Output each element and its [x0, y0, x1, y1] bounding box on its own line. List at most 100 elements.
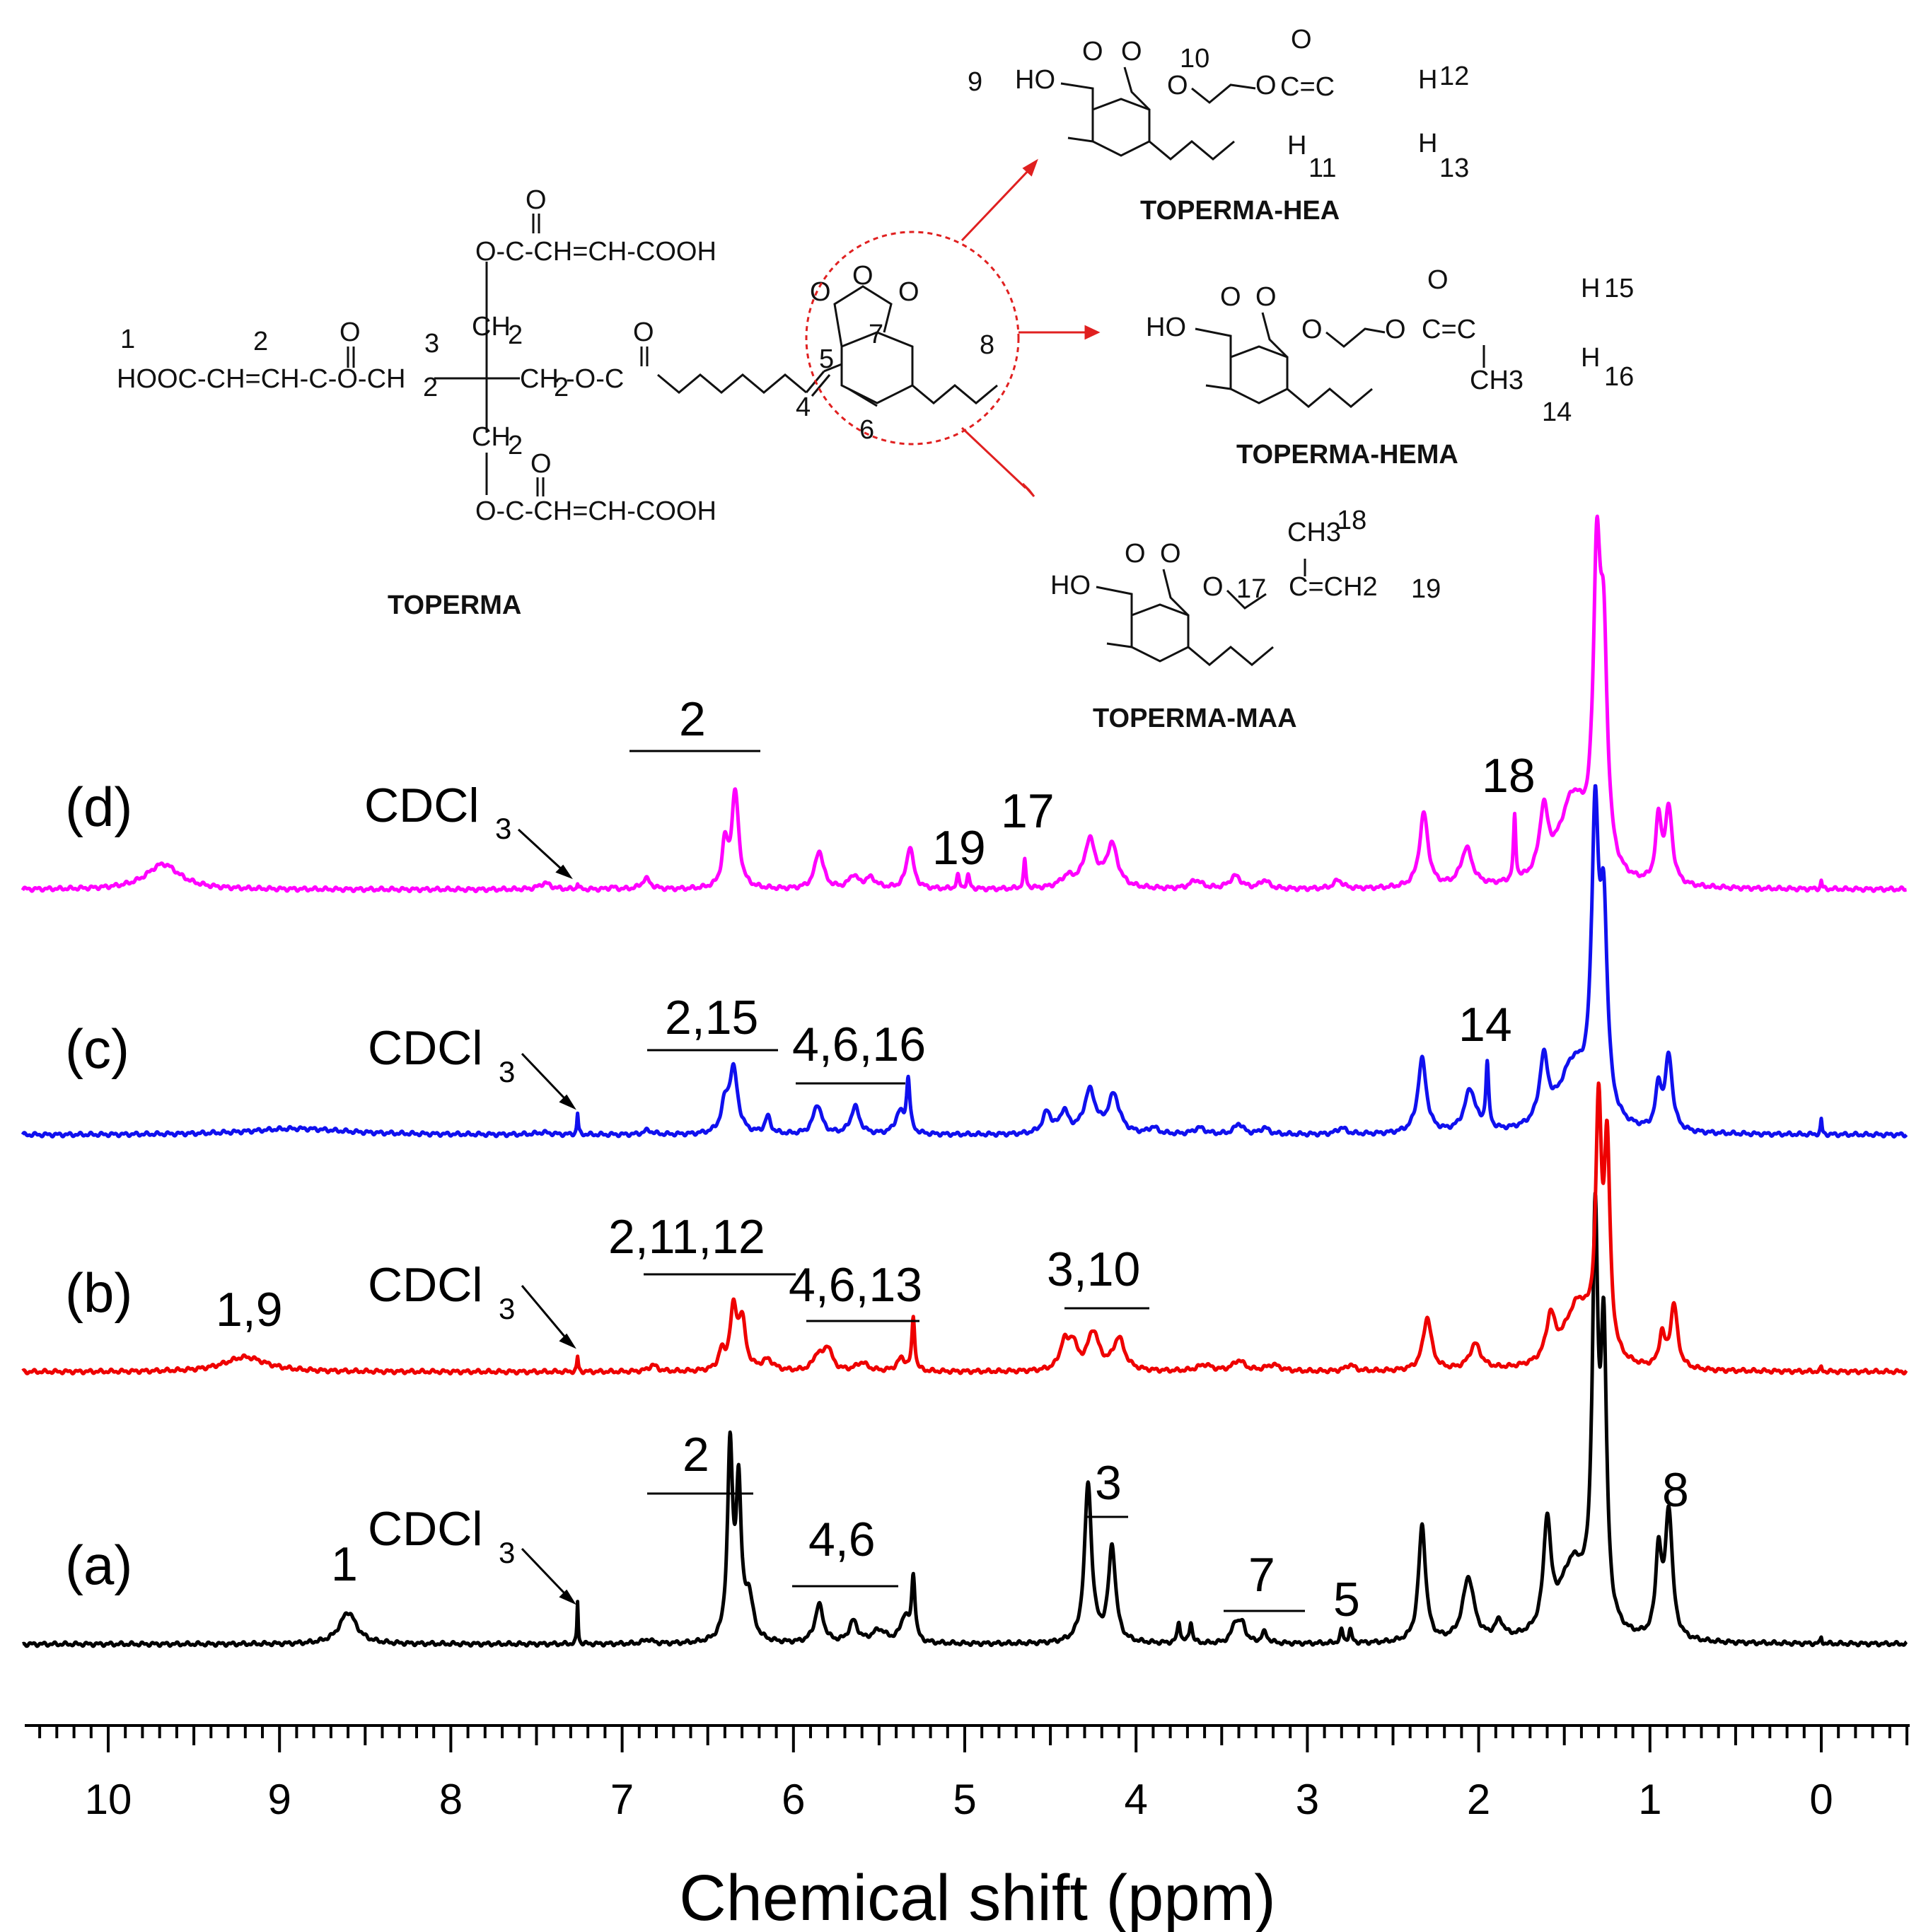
label-c-cdcl3: CDCl: [368, 1021, 482, 1075]
x-tick-label: 8: [439, 1776, 463, 1823]
ch2-top: CH: [472, 312, 511, 342]
o: O: [1301, 315, 1323, 344]
spectrum-line-c: [21, 784, 1908, 1139]
subscript: 2: [508, 320, 523, 350]
label-a-5: 5: [1333, 1573, 1360, 1627]
label-a-4-6: 4,6: [808, 1513, 876, 1566]
label-d-cdcl3-sub: 3: [495, 812, 511, 845]
label-d-cdcl3: CDCl: [364, 779, 479, 832]
position-19: 19: [1411, 574, 1441, 604]
reaction-scheme: HOOC-CH=CH-C-O-CH 2 O CH 2 -O-C O CH 2 O…: [117, 25, 1634, 733]
x-tick-label: 10: [85, 1776, 132, 1823]
methyl: CH3: [1287, 518, 1341, 547]
ring-o: O: [852, 261, 874, 291]
label-c-cdcl3-sub: 3: [499, 1055, 515, 1088]
x-tick-label: 3: [1296, 1776, 1319, 1823]
label-b-cdcl3-sub: 3: [499, 1292, 515, 1325]
position-12: 12: [1439, 62, 1469, 91]
panel-labels: (d) (c) (b) (a): [65, 776, 132, 1596]
subscript: 2: [554, 373, 569, 402]
h: H: [1287, 131, 1306, 161]
ch2-bottom: CH: [472, 422, 511, 452]
toperma-maa-structure: HO O O O CH3 C=CH2 18 17 19 TOPERMA-MAA: [1050, 506, 1441, 733]
reaction-site-circle: [805, 231, 1020, 446]
spectrum-line-d: [21, 514, 1908, 894]
x-tick-label: 6: [782, 1776, 805, 1823]
label-a-cdcl3-sub: 3: [499, 1536, 515, 1569]
o: O: [1385, 315, 1406, 344]
position-15: 15: [1604, 274, 1634, 303]
toperma-structure: HOOC-CH=CH-C-O-CH 2 O CH 2 -O-C O CH 2 O…: [117, 185, 1020, 620]
carbonyl-o: O: [633, 318, 654, 347]
toperma-hema-structure: HO O O O O O C=C H H CH3 15 16 14 TOPERM…: [1146, 265, 1634, 470]
o: O: [1220, 282, 1241, 312]
ester-link: -O-C: [566, 364, 624, 394]
h: H: [1581, 274, 1600, 303]
label-a-1: 1: [331, 1537, 358, 1591]
label-a-8: 8: [1662, 1463, 1689, 1517]
panel-label-b: (b): [65, 1262, 132, 1324]
subscript: 2: [508, 431, 523, 460]
o: O: [1291, 25, 1312, 54]
label-a-3: 3: [1095, 1456, 1122, 1510]
position-3: 3: [424, 329, 439, 359]
position-2: 2: [253, 327, 268, 356]
h: H: [1418, 65, 1437, 95]
hydroxyl: HO: [1146, 313, 1186, 342]
position-13: 13: [1439, 153, 1469, 183]
x-axis: 10 9 8 7 6 5 4 3 2 1 0: [25, 1724, 1910, 1823]
label-b-3-10: 3,10: [1047, 1243, 1140, 1296]
toperma-maa-label: TOPERMA-MAA: [1093, 704, 1297, 733]
x-axis-title: Chemical shift (ppm): [679, 1862, 1276, 1932]
position-11: 11: [1308, 153, 1336, 183]
label-d-2: 2: [679, 692, 706, 746]
x-tick-label: 5: [953, 1776, 976, 1823]
label-c-14: 14: [1458, 998, 1512, 1052]
toperma-hema-label: TOPERMA-HEMA: [1236, 440, 1458, 470]
label-b-cdcl3: CDCl: [368, 1258, 482, 1312]
label-c-4-6-16: 4,6,16: [792, 1018, 926, 1071]
methyl: CH3: [1470, 366, 1524, 395]
label-b-2-11-12: 2,11,12: [608, 1210, 765, 1264]
label-a-cdcl3: CDCl: [368, 1502, 482, 1556]
label-d-19: 19: [932, 821, 986, 875]
o: O: [1427, 265, 1449, 295]
peak-annotations: 2 CDCl 3 19 17 18 2,15 4,6,16 CDCl 3 14 …: [216, 692, 1689, 1627]
carbonyl-o: O: [898, 277, 919, 307]
position-9: 9: [968, 67, 982, 97]
o: O: [1125, 539, 1146, 569]
position-10: 10: [1180, 44, 1209, 74]
position-5: 5: [819, 344, 834, 374]
carbonyl-o: O: [530, 449, 552, 479]
label-a-7: 7: [1248, 1548, 1275, 1602]
x-tick-label: 2: [1467, 1776, 1490, 1823]
position-1: 1: [120, 325, 135, 354]
toperma-left-chain: HOOC-CH=CH-C-O-CH: [117, 364, 405, 394]
h: H: [1418, 129, 1437, 158]
panel-label-d: (d): [65, 776, 132, 838]
o: O: [1167, 71, 1188, 100]
hydroxyl: HO: [1015, 65, 1055, 95]
position-4: 4: [796, 392, 811, 422]
spectra-group: [21, 514, 1908, 1648]
position-18: 18: [1337, 506, 1366, 535]
position-7: 7: [869, 320, 883, 349]
x-tick-label: 7: [610, 1776, 634, 1823]
panel-label-a: (a): [65, 1534, 132, 1596]
x-tick-label: 9: [268, 1776, 291, 1823]
spectrum-line-b: [21, 1081, 1908, 1376]
x-tick-label: 1: [1638, 1776, 1661, 1823]
o: O: [1255, 71, 1277, 100]
o: O: [1160, 539, 1181, 569]
position-6: 6: [859, 415, 874, 445]
o: O: [1202, 572, 1224, 602]
vinyl: C=C: [1422, 315, 1476, 344]
carbonyl-o: O: [526, 185, 547, 215]
spectrum-line-a: [21, 1191, 1908, 1648]
o: O: [1255, 282, 1277, 312]
methylene: C=CH2: [1289, 572, 1378, 602]
vinyl: C=C: [1280, 72, 1335, 102]
label-d-17: 17: [1001, 784, 1055, 838]
subscript: 2: [423, 373, 438, 402]
position-16: 16: [1604, 362, 1634, 392]
